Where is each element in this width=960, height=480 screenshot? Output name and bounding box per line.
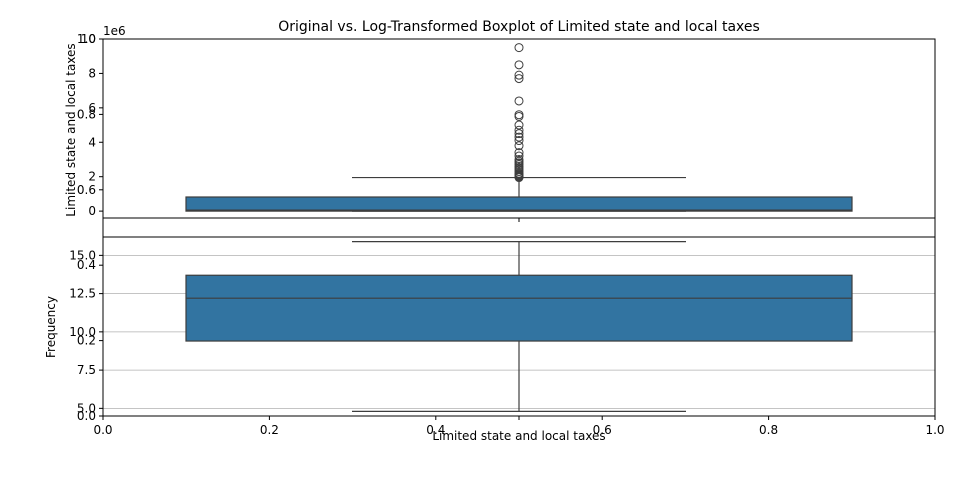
top-panel-offset-label: 1e6 <box>103 24 126 38</box>
outlier-point <box>514 129 524 139</box>
x-axis-label: Limited state and local taxes <box>432 429 605 443</box>
x-tick-label: 0.2 <box>260 423 279 437</box>
box <box>185 196 853 212</box>
outlier-point <box>514 70 524 80</box>
outlier-point <box>514 74 524 84</box>
panel-y-tick-label: 8 <box>88 66 96 80</box>
outer-y-tick-label: 1.0 <box>77 32 96 46</box>
outer-y-tick-label: 0.8 <box>77 107 96 121</box>
outer-y-tick-label: 0.4 <box>77 258 96 272</box>
panel-y-tick-label: 10 <box>81 32 96 46</box>
outlier-point <box>514 125 524 135</box>
panel-y-tick-label: 2 <box>88 170 96 184</box>
panel-y-tick-label: 10.0 <box>69 325 96 339</box>
outer-y-tick-label: 0.0 <box>77 409 96 423</box>
panel-y-tick-label: 15.0 <box>69 248 96 262</box>
outer-y-axis-label: Frequency <box>44 296 58 358</box>
panel-y-tick-label: 0 <box>88 204 96 218</box>
panel-y-tick-label: 6 <box>88 101 96 115</box>
outlier-point <box>514 148 524 158</box>
x-tick-label: 0.0 <box>93 423 112 437</box>
outlier-point <box>514 120 524 130</box>
chart-title: Original vs. Log-Transformed Boxplot of … <box>278 19 760 35</box>
top-panel-y-axis-label: Limited state and local taxes <box>64 43 78 216</box>
outlier-point <box>514 132 524 142</box>
x-tick-label: 0.4 <box>426 423 445 437</box>
outlier-point <box>514 136 524 146</box>
outlier-point <box>514 110 524 120</box>
panel-y-tick-label: 12.5 <box>69 287 96 301</box>
outlier-point <box>514 60 524 70</box>
outlier-point <box>514 43 524 53</box>
x-tick-label: 0.6 <box>593 423 612 437</box>
panel-y-tick-label: 5.0 <box>77 401 96 415</box>
outer-y-tick-label: 0.6 <box>77 183 96 197</box>
outlier-point <box>514 154 524 164</box>
outlier-point <box>514 141 524 151</box>
outer-y-tick-label: 0.2 <box>77 334 96 348</box>
outlier-point <box>514 151 524 161</box>
x-tick-label: 1.0 <box>925 423 944 437</box>
x-tick-label: 0.8 <box>759 423 778 437</box>
panel-y-tick-label: 7.5 <box>77 363 96 377</box>
box <box>185 274 853 342</box>
panel-y-tick-label: 4 <box>88 135 96 149</box>
outlier-point <box>514 96 524 106</box>
